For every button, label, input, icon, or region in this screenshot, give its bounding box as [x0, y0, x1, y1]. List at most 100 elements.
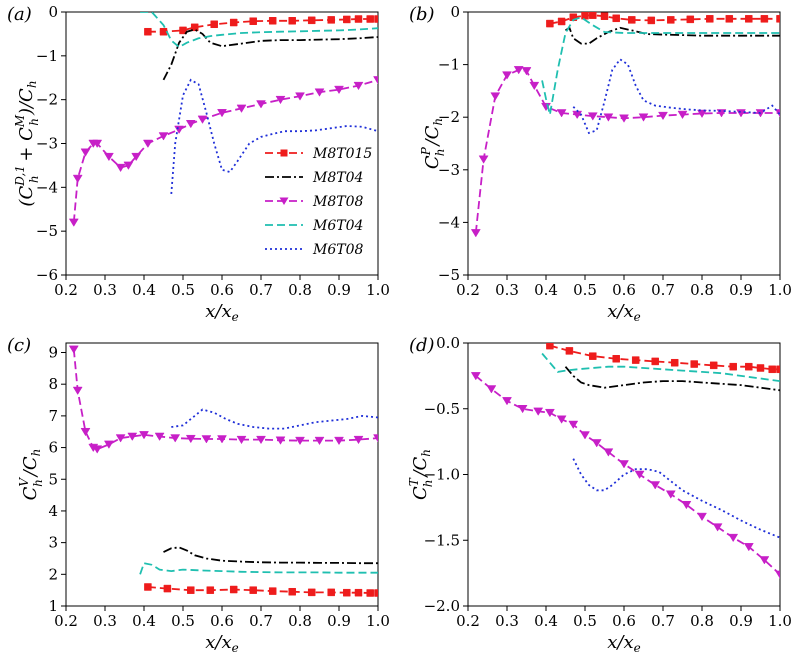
point-m8t015 [709, 361, 718, 370]
series-line-m8t015 [549, 14, 780, 25]
point-m8t015 [307, 588, 316, 597]
point-m8t015 [760, 15, 769, 23]
y-tick-label: 0 [48, 3, 58, 21]
point-m8t015 [612, 14, 620, 23]
point-m8t015 [374, 15, 378, 23]
point-m8t08 [775, 570, 780, 579]
point-m8t08 [677, 110, 688, 120]
point-m8t015 [686, 15, 695, 24]
ylabel-c: CVh/Ch [17, 449, 45, 501]
x-tick-label: 0.7 [249, 612, 273, 630]
point-m8t08 [334, 436, 344, 446]
y-tick-label: −4 [36, 178, 58, 196]
x-tick-label: 0.3 [495, 612, 519, 630]
point-m8t08 [217, 109, 227, 118]
ylabel-b: CPh/Ch [419, 118, 447, 169]
point-m8t015 [647, 16, 656, 25]
point-m8t08 [127, 432, 138, 441]
point-m8t08 [697, 109, 707, 119]
x-tick-label: 0.7 [651, 281, 675, 299]
point-m8t08 [158, 132, 169, 141]
x-tick-label: 0.8 [288, 281, 312, 299]
y-tick-label: −4 [438, 213, 460, 231]
point-m8t08 [533, 407, 544, 416]
plot-frame [65, 342, 379, 607]
point-m8t08 [103, 440, 114, 449]
y-tick-label: 1 [48, 597, 58, 615]
point-m8t015 [589, 12, 597, 19]
panel-tag: (a) [7, 4, 32, 25]
x-tick-label: 0.5 [171, 612, 195, 630]
point-m8t015 [631, 356, 640, 364]
y-tick-label: −2 [438, 108, 460, 126]
point-m8t015 [179, 26, 187, 35]
y-tick-label: 0.0 [436, 334, 460, 352]
point-m8t08 [275, 95, 286, 105]
ylabel-d: CTh/Ch [407, 449, 435, 500]
legend-entry-m8t04: M8T04 [265, 170, 363, 186]
point-m8t015 [354, 588, 363, 597]
series-group [470, 12, 780, 238]
x-tick-label: 0.6 [612, 281, 636, 299]
series-group [470, 343, 780, 579]
point-m8t08 [490, 92, 501, 101]
x-tick-label: 0.5 [573, 281, 597, 299]
legend-entry-m6t08: M6T08 [265, 242, 363, 258]
point-m8t08 [201, 435, 212, 444]
series-group [68, 12, 378, 227]
series-line-m6t04 [140, 12, 378, 49]
point-m8t015 [706, 15, 714, 23]
point-m8t08 [256, 435, 266, 445]
point-m8t015 [670, 358, 679, 367]
legend-entry-m8t015: M8T015 [265, 146, 372, 162]
point-m8t015 [144, 583, 152, 591]
y-tick-label: −0.5 [424, 400, 460, 418]
point-m8t08 [486, 385, 497, 394]
point-m8t08 [197, 115, 208, 124]
point-m8t08 [603, 113, 614, 122]
point-m8t08 [334, 85, 344, 95]
legend-label: M6T08 [312, 242, 363, 258]
xlabel-d: x/xe [607, 632, 640, 655]
point-m8t015 [546, 19, 554, 28]
panel-b: 0.2 0.3 0.4 0.5 0.6 0.7 0.8 0.9 1.0 −5 −4 −3 −2 −1 0 x/… [409, 3, 792, 324]
legend-entry-m8t08: M8T08 [265, 194, 363, 210]
y-tick-label: 8 [48, 375, 58, 393]
y-tick-label: −1.5 [424, 531, 460, 549]
point-m8t015 [690, 360, 698, 368]
y-tick-label: −1.0 [424, 466, 460, 484]
series-line-m6t08 [572, 458, 780, 539]
series-line-m8t08 [72, 349, 378, 451]
plot-frame [65, 11, 379, 276]
point-m8t08 [103, 152, 114, 162]
point-m8t015 [756, 364, 765, 372]
point-m8t08 [275, 436, 286, 445]
panel-c: 0.2 0.3 0.4 0.5 0.6 0.7 0.8 0.9 1.0 1 2 3 4 5 6 7 8 9 x/xe… [7, 335, 390, 655]
point-m8t015 [327, 588, 335, 597]
x-tick-label: 0.8 [690, 612, 714, 630]
point-m8t08 [314, 436, 325, 446]
x-tick-label: 1.0 [366, 612, 390, 630]
series-line-m6t08 [171, 408, 378, 430]
point-m8t08 [236, 435, 247, 445]
series-line-m8t04 [162, 28, 378, 81]
point-m8t08 [115, 163, 126, 173]
x-tick-label: 0.6 [612, 612, 636, 630]
y-tick-label: −6 [36, 266, 58, 284]
point-m8t08 [743, 543, 754, 552]
point-m8t015 [327, 16, 335, 24]
point-m8t015 [565, 347, 574, 355]
point-m8t015 [546, 343, 554, 350]
point-m8t08 [478, 155, 489, 164]
point-m8t08 [521, 67, 532, 76]
y-tick-label: 2 [48, 565, 58, 583]
point-m8t08 [587, 112, 598, 121]
point-m8t015 [725, 15, 734, 23]
x-tick-label: 0.9 [729, 281, 753, 299]
point-m8t015 [268, 17, 277, 25]
point-m8t08 [568, 420, 579, 430]
point-m8t08 [728, 533, 739, 543]
point-m8t015 [366, 15, 374, 23]
point-m8t08 [295, 92, 305, 101]
y-tick-label: −3 [36, 135, 58, 153]
